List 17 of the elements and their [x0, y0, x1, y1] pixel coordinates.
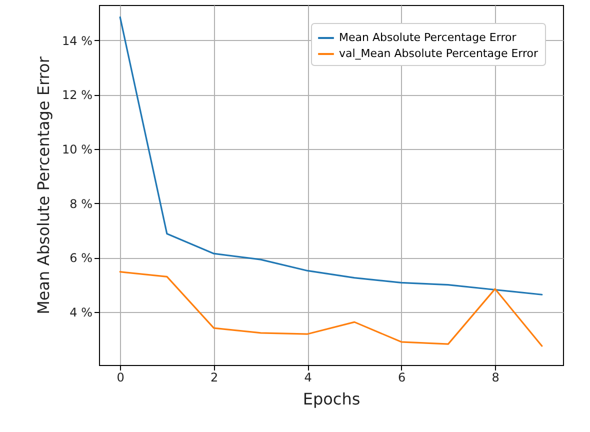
- y-tick-label: 12 %: [62, 88, 92, 102]
- legend-label: Mean Absolute Percentage Error: [339, 31, 517, 44]
- y-tick-label: 10 %: [62, 142, 92, 156]
- x-axis-title: Epochs: [302, 390, 360, 408]
- x-tick-label: 0: [116, 370, 124, 384]
- x-tick-label: 2: [210, 370, 218, 384]
- y-axis-title: Mean Absolute Percentage Error: [34, 56, 54, 314]
- x-tick-label: 8: [492, 370, 500, 384]
- x-tick-label: 4: [304, 370, 312, 384]
- y-tick-label: 14 %: [62, 34, 92, 48]
- x-tick-label: 6: [398, 370, 406, 384]
- line-series: [119, 16, 543, 296]
- legend-label: val_Mean Absolute Percentage Error: [339, 47, 539, 60]
- line-series: [119, 271, 543, 347]
- y-tick-label: 8 %: [70, 196, 92, 211]
- y-tick-label: 6 %: [70, 251, 92, 266]
- y-tick-label: 4 %: [70, 306, 92, 320]
